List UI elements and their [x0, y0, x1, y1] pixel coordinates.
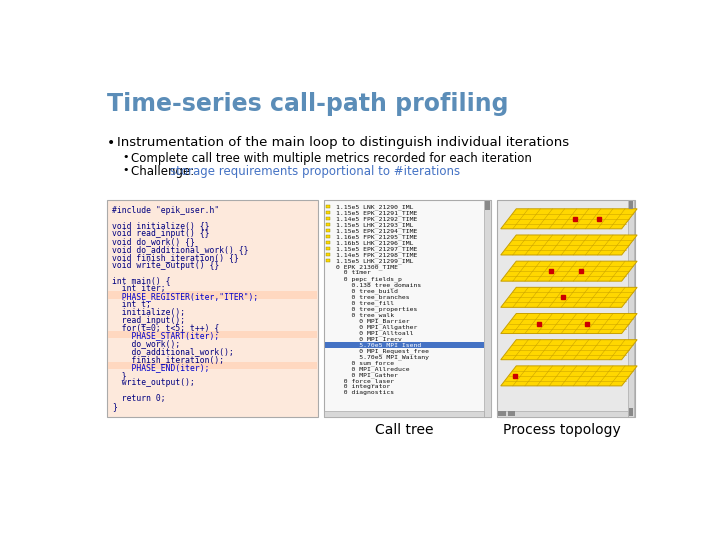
Text: 1.16b5 LHK_21296_IML: 1.16b5 LHK_21296_IML: [336, 240, 414, 246]
Text: Instrumentation of the main loop to distinguish individual iterations: Instrumentation of the main loop to dist…: [117, 137, 570, 150]
Text: 1.14e5 FPK_21292_TIME: 1.14e5 FPK_21292_TIME: [336, 216, 418, 222]
Text: }: }: [112, 370, 126, 380]
Text: 0 force_laser: 0 force_laser: [336, 379, 395, 384]
Text: do_additional_work();: do_additional_work();: [112, 347, 233, 356]
Text: 0 diagnostics: 0 diagnostics: [336, 390, 395, 395]
Text: int main() {: int main() {: [112, 276, 170, 286]
Text: do_work();: do_work();: [112, 339, 180, 348]
Text: 1.15e5 EPK_21297_TIME: 1.15e5 EPK_21297_TIME: [336, 246, 418, 252]
Text: Call tree: Call tree: [375, 423, 433, 437]
Text: •: •: [107, 137, 115, 151]
Text: 0 integrator: 0 integrator: [336, 384, 391, 389]
Text: 1.14e5 FPK_21298_TIME: 1.14e5 FPK_21298_TIME: [336, 252, 418, 258]
Text: void write_output() {}: void write_output() {}: [112, 261, 219, 269]
FancyBboxPatch shape: [108, 292, 317, 299]
Text: 1.15e5 LHK_21299_IML: 1.15e5 LHK_21299_IML: [336, 258, 414, 264]
FancyBboxPatch shape: [498, 411, 506, 416]
FancyBboxPatch shape: [628, 200, 634, 417]
FancyBboxPatch shape: [629, 201, 634, 209]
FancyBboxPatch shape: [326, 241, 330, 244]
Polygon shape: [500, 287, 637, 307]
Text: PHASE_REGISTER(iter,"ITER");: PHASE_REGISTER(iter,"ITER");: [112, 292, 258, 301]
Text: 1.15e5 LHK_21293_IML: 1.15e5 LHK_21293_IML: [336, 222, 414, 228]
Text: Challenge:: Challenge:: [131, 165, 198, 178]
Text: 0 EPK_21300_TIME: 0 EPK_21300_TIME: [336, 264, 398, 270]
Text: void finish_iteration() {}: void finish_iteration() {}: [112, 253, 238, 262]
Polygon shape: [500, 366, 637, 386]
FancyBboxPatch shape: [326, 259, 330, 262]
Text: write_output();: write_output();: [112, 379, 194, 388]
Text: initialize();: initialize();: [112, 308, 185, 317]
Text: 5.70e5 MPI_Isend: 5.70e5 MPI_Isend: [336, 342, 422, 348]
Text: }: }: [112, 402, 117, 411]
Polygon shape: [500, 314, 637, 334]
Text: 0 tree_build: 0 tree_build: [336, 288, 398, 294]
Text: void read_input() {}: void read_input() {}: [112, 230, 210, 238]
Text: 0 MPI_Irecv: 0 MPI_Irecv: [336, 336, 402, 342]
Polygon shape: [500, 261, 637, 281]
Text: PHASE_END(iter);: PHASE_END(iter);: [112, 363, 210, 372]
FancyBboxPatch shape: [108, 362, 317, 369]
Text: 0 MPI_Alltoall: 0 MPI_Alltoall: [336, 330, 414, 336]
Text: 0 timer: 0 timer: [336, 270, 372, 275]
FancyBboxPatch shape: [485, 201, 490, 211]
Text: 0 sum_force: 0 sum_force: [336, 360, 395, 366]
FancyBboxPatch shape: [108, 330, 317, 338]
Text: Complete call tree with multiple metrics recorded for each iteration: Complete call tree with multiple metrics…: [131, 152, 532, 165]
Text: 0 tree_branches: 0 tree_branches: [336, 294, 410, 300]
Text: Process topology: Process topology: [503, 423, 621, 437]
Text: 1.15e5 LNK_21290_IML: 1.15e5 LNK_21290_IML: [336, 204, 414, 210]
FancyBboxPatch shape: [326, 222, 330, 226]
Text: void initialize() {}: void initialize() {}: [112, 221, 210, 231]
Text: 0 MPI_Allgather: 0 MPI_Allgather: [336, 325, 418, 330]
FancyBboxPatch shape: [497, 410, 628, 417]
FancyBboxPatch shape: [497, 200, 635, 417]
FancyBboxPatch shape: [326, 234, 330, 238]
Text: 0 tree_walk: 0 tree_walk: [336, 312, 395, 318]
FancyBboxPatch shape: [326, 211, 330, 214]
Text: •: •: [122, 165, 129, 175]
FancyBboxPatch shape: [508, 411, 516, 416]
Text: 0 tree_properties: 0 tree_properties: [336, 306, 418, 312]
Text: 5.70e5 MPI_Waitany: 5.70e5 MPI_Waitany: [336, 354, 429, 360]
Text: 0 MPI_Allreduce: 0 MPI_Allreduce: [336, 366, 410, 372]
FancyBboxPatch shape: [325, 342, 484, 348]
FancyBboxPatch shape: [485, 200, 490, 417]
FancyBboxPatch shape: [326, 205, 330, 208]
FancyBboxPatch shape: [326, 228, 330, 232]
FancyBboxPatch shape: [324, 411, 485, 417]
FancyBboxPatch shape: [326, 253, 330, 256]
Polygon shape: [500, 209, 637, 229]
FancyBboxPatch shape: [326, 217, 330, 220]
Text: 0 MPI_Barrier: 0 MPI_Barrier: [336, 318, 410, 324]
FancyBboxPatch shape: [326, 247, 330, 250]
Text: 0 MPI_Gather: 0 MPI_Gather: [336, 373, 398, 378]
Text: 1.16e5 FPK_21295_TIME: 1.16e5 FPK_21295_TIME: [336, 234, 418, 240]
Text: int t;: int t;: [112, 300, 150, 309]
Text: void do_work() {}: void do_work() {}: [112, 237, 194, 246]
Text: void do_additional_work() {}: void do_additional_work() {}: [112, 245, 248, 254]
Text: for(t=0; t<5; t++) {: for(t=0; t<5; t++) {: [112, 323, 219, 333]
Text: 0 pepc_fields_p: 0 pepc_fields_p: [336, 276, 402, 282]
Text: Time-series call-path profiling: Time-series call-path profiling: [107, 92, 508, 116]
Text: #include "epik_user.h": #include "epik_user.h": [112, 206, 219, 215]
Text: 0 MPI_Request_free: 0 MPI_Request_free: [336, 348, 429, 354]
FancyBboxPatch shape: [629, 408, 634, 416]
Text: read_input();: read_input();: [112, 316, 185, 325]
FancyBboxPatch shape: [107, 200, 318, 417]
Text: •: •: [122, 152, 129, 162]
Polygon shape: [500, 340, 637, 360]
Text: 0 tree_fill: 0 tree_fill: [336, 300, 395, 306]
Text: storage requirements proportional to #iterations: storage requirements proportional to #it…: [170, 165, 460, 178]
Text: 1.15e5 EPK_21294_TIME: 1.15e5 EPK_21294_TIME: [336, 228, 418, 234]
Text: finish_iteration();: finish_iteration();: [112, 355, 224, 364]
Text: 0.138 tree_domains: 0.138 tree_domains: [336, 282, 422, 288]
Text: 1.15e5 EPK_21291_TIME: 1.15e5 EPK_21291_TIME: [336, 210, 418, 216]
Text: return 0;: return 0;: [112, 394, 166, 403]
Text: PHASE_START(iter);: PHASE_START(iter);: [112, 332, 219, 340]
FancyBboxPatch shape: [324, 200, 490, 417]
Polygon shape: [500, 235, 637, 255]
Text: int iter;: int iter;: [112, 284, 166, 293]
